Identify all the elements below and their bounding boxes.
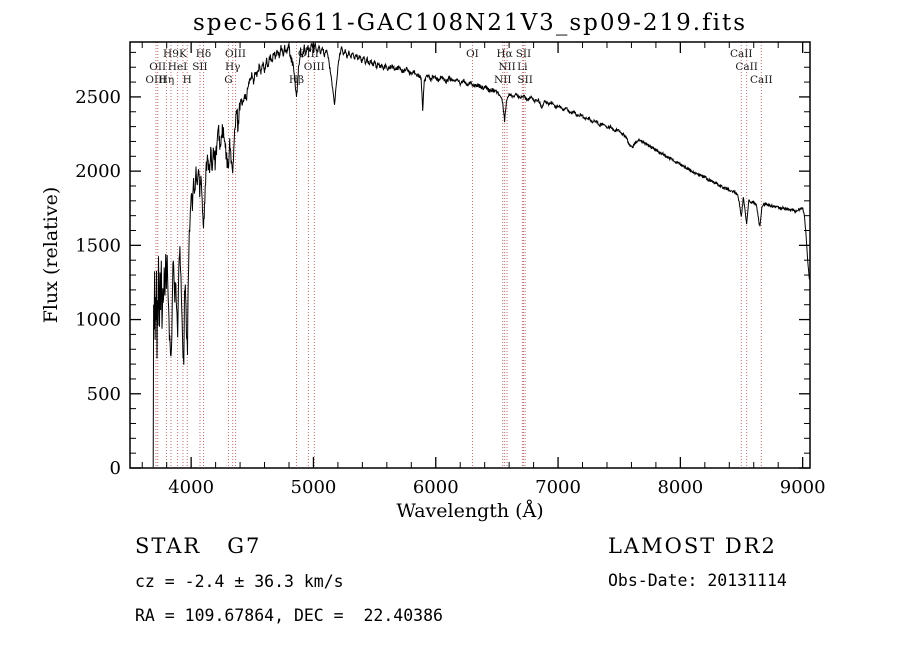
spectral-line-label: NII bbox=[494, 74, 511, 86]
y-tick-label: 1500 bbox=[75, 235, 121, 256]
x-tick-label: 9000 bbox=[780, 477, 826, 498]
obsdate-text: Obs-Date: 20131114 bbox=[608, 571, 787, 590]
x-tick-label: 7000 bbox=[535, 477, 581, 498]
spectral-line-label: OIII bbox=[304, 61, 325, 73]
spectral-line-label: Hδ bbox=[196, 48, 211, 60]
radec-text: RA = 109.67864, DEC = 22.40386 bbox=[135, 606, 443, 625]
spectral-line-label: OIII bbox=[298, 48, 319, 60]
spectral-line-label: G bbox=[224, 74, 232, 86]
plot-frame bbox=[129, 41, 811, 469]
spectral-line-label: HeI bbox=[168, 61, 188, 73]
y-tick-label: 2500 bbox=[75, 87, 121, 108]
spectral-line-label: SII bbox=[516, 48, 532, 60]
spectral-line-label: SII bbox=[192, 61, 208, 73]
y-axis-title: Flux (relative) bbox=[40, 187, 62, 324]
y-tick-label: 2000 bbox=[75, 161, 121, 182]
x-tick-label: 6000 bbox=[413, 477, 459, 498]
spectrum-curve bbox=[152, 42, 810, 468]
spectral-line-label: H bbox=[183, 74, 192, 86]
spectral-line-label: Hγ bbox=[225, 61, 240, 73]
spectral-line-label: OIII bbox=[225, 48, 246, 60]
object-class-text: STAR G7 bbox=[135, 534, 261, 558]
spectral-line-label: Hη bbox=[159, 74, 174, 86]
x-axis-title: Wavelength (Å) bbox=[396, 500, 543, 522]
spectral-line-label: H9 bbox=[163, 48, 179, 60]
x-tick-label: 4000 bbox=[168, 477, 214, 498]
y-tick-label: 1000 bbox=[75, 310, 121, 331]
spectral-line-label: OII bbox=[149, 61, 166, 73]
spectral-line-label: CaII bbox=[750, 74, 773, 86]
spectral-line-label: K bbox=[179, 48, 187, 60]
plot-title: spec-56611-GAC108N21V3_sp09-219.fits bbox=[193, 10, 747, 36]
x-tick-label: 5000 bbox=[291, 477, 337, 498]
spectral-line-label: Li bbox=[517, 61, 528, 73]
spectral-line-label: CaII bbox=[735, 61, 758, 73]
y-tick-label: 500 bbox=[87, 384, 121, 405]
spectral-line-label: OI bbox=[466, 48, 479, 60]
cz-text: cz = -2.4 ± 36.3 km/s bbox=[135, 572, 344, 591]
spectral-line-label: SII bbox=[517, 74, 533, 86]
survey-text: LAMOST DR2 bbox=[608, 534, 777, 558]
spectral-line-label: OIII bbox=[145, 74, 166, 86]
x-tick-label: 8000 bbox=[657, 477, 703, 498]
spectral-line-label: NII bbox=[498, 61, 515, 73]
spectral-line-label: Hα bbox=[496, 48, 512, 60]
y-tick-label: 0 bbox=[110, 458, 121, 479]
spectral-line-label: CaII bbox=[730, 48, 753, 60]
spectral-line-label: Hβ bbox=[289, 74, 304, 86]
